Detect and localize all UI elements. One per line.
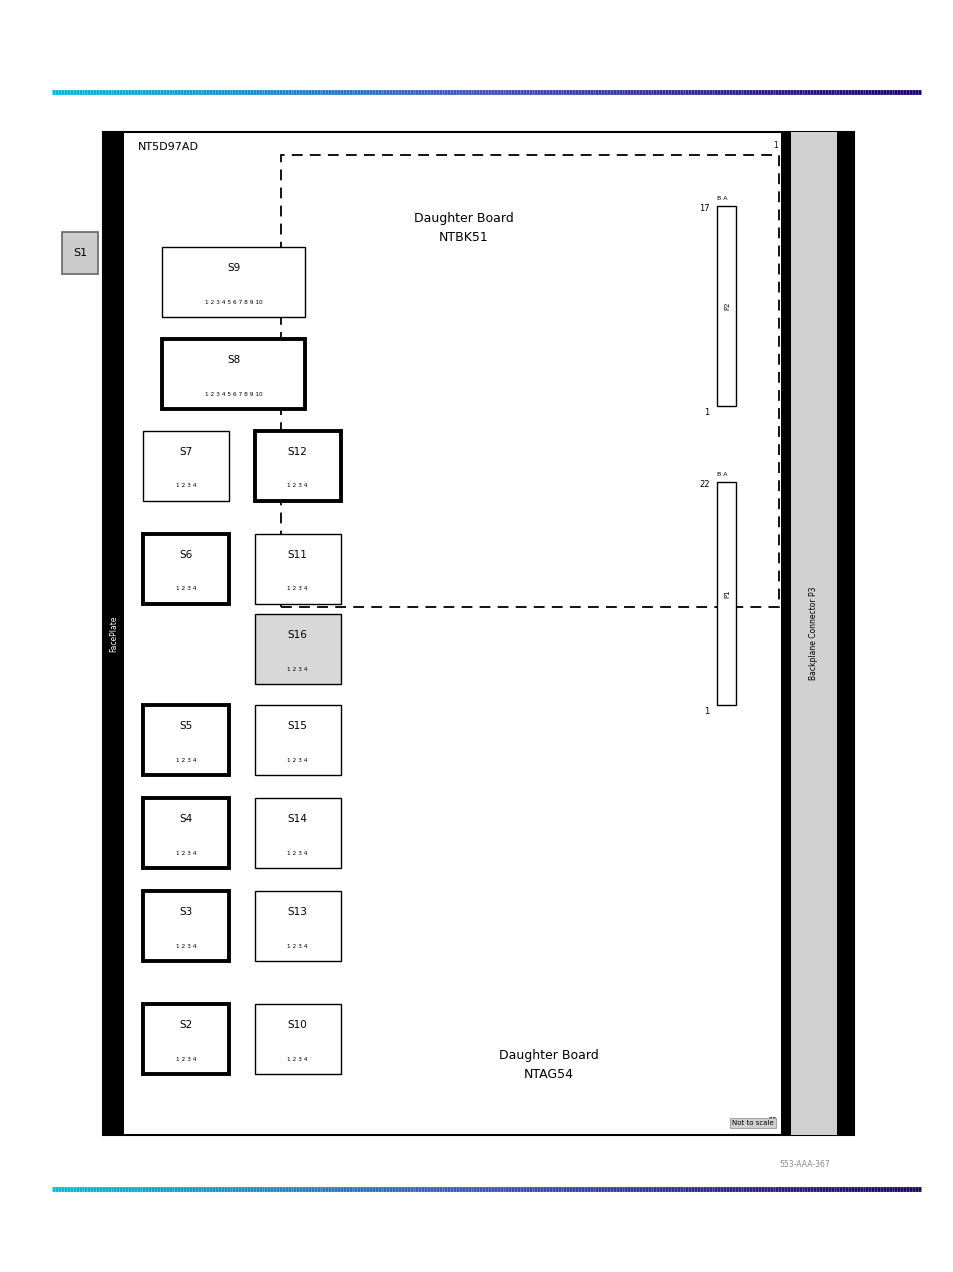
Text: S16: S16 [288, 630, 307, 640]
Text: 1 2 3 4: 1 2 3 4 [287, 851, 308, 856]
Text: A: A [839, 1118, 844, 1127]
Bar [717, 206, 736, 406]
Text: 1 2 3 4: 1 2 3 4 [287, 944, 308, 949]
Text: 1 2 3 4: 1 2 3 4 [287, 667, 308, 672]
Bar [62, 232, 98, 273]
Text: 1 2 3 4: 1 2 3 4 [175, 758, 196, 763]
Text: S10: S10 [288, 1020, 307, 1030]
Text: Daughter Board
NTBK51: Daughter Board NTBK51 [414, 212, 513, 244]
Text: 1 2 3 4: 1 2 3 4 [287, 483, 308, 488]
Text: 1 2 3 4: 1 2 3 4 [175, 1057, 196, 1062]
Bar [254, 430, 340, 500]
Text: S7: S7 [179, 446, 193, 457]
Text: S13: S13 [288, 907, 307, 917]
Text: 17: 17 [699, 204, 709, 212]
Bar [254, 705, 340, 776]
Text: 1: 1 [703, 408, 709, 417]
Bar [162, 338, 305, 408]
Text: 1: 1 [703, 707, 709, 716]
Text: S1: S1 [73, 248, 87, 258]
Text: P2: P2 [723, 301, 729, 310]
Text: 1 2 3 4 5 6 7 8 9 10: 1 2 3 4 5 6 7 8 9 10 [205, 300, 262, 305]
Bar [790, 132, 836, 1135]
Text: S15: S15 [288, 721, 307, 731]
Text: S9: S9 [227, 263, 240, 273]
Text: S11: S11 [288, 550, 307, 560]
Text: Daughter Board
NTAG54: Daughter Board NTAG54 [498, 1048, 598, 1081]
Text: 1 2 3 4: 1 2 3 4 [287, 1057, 308, 1062]
Text: S3: S3 [179, 907, 193, 917]
Text: 1 2 3 4: 1 2 3 4 [175, 483, 196, 488]
Text: S5: S5 [179, 721, 193, 731]
Text: 1 2 3 4: 1 2 3 4 [175, 851, 196, 856]
Text: B A: B A [717, 196, 727, 201]
Bar [162, 247, 305, 317]
Bar [254, 533, 340, 603]
Text: A: A [839, 140, 844, 149]
Bar [103, 132, 124, 1135]
Text: S4: S4 [179, 814, 193, 824]
Bar [143, 533, 229, 603]
Text: 553-AAA-367: 553-AAA-367 [779, 1160, 829, 1169]
Text: Backplane Connector P3: Backplane Connector P3 [808, 586, 818, 681]
Text: 1 2 3 4: 1 2 3 4 [175, 586, 196, 591]
Text: 1: 1 [772, 141, 777, 150]
Text: 1 2 3 4: 1 2 3 4 [287, 586, 308, 591]
Bar [836, 132, 853, 1135]
Text: NT5D97AD: NT5D97AD [138, 142, 199, 153]
Text: Not to scale: Not to scale [731, 1119, 773, 1126]
Bar [143, 705, 229, 776]
Bar [143, 799, 229, 868]
Text: B: B [845, 1118, 851, 1127]
Text: S2: S2 [179, 1020, 193, 1030]
Bar [143, 430, 229, 500]
Bar [281, 155, 779, 607]
Text: 22: 22 [699, 480, 709, 488]
Text: S14: S14 [288, 814, 307, 824]
Text: 1 2 3 4: 1 2 3 4 [175, 944, 196, 949]
Bar [143, 890, 229, 962]
Text: P1: P1 [723, 589, 729, 598]
Text: 1 2 3 4: 1 2 3 4 [287, 758, 308, 763]
Text: B A: B A [717, 472, 727, 477]
Text: 1 2 3 4 5 6 7 8 9 10: 1 2 3 4 5 6 7 8 9 10 [205, 392, 262, 397]
Bar [254, 1005, 340, 1074]
Bar [254, 613, 340, 684]
Bar [254, 890, 340, 962]
Bar [717, 482, 736, 705]
Text: S6: S6 [179, 550, 193, 560]
Text: B: B [845, 140, 851, 149]
Bar [254, 799, 340, 868]
Text: S12: S12 [288, 446, 307, 457]
Bar [143, 1005, 229, 1074]
Text: S8: S8 [227, 355, 240, 365]
Bar [103, 132, 853, 1135]
Text: FacePlate: FacePlate [109, 616, 118, 651]
Text: 60: 60 [767, 1117, 777, 1126]
Bar [781, 132, 790, 1135]
